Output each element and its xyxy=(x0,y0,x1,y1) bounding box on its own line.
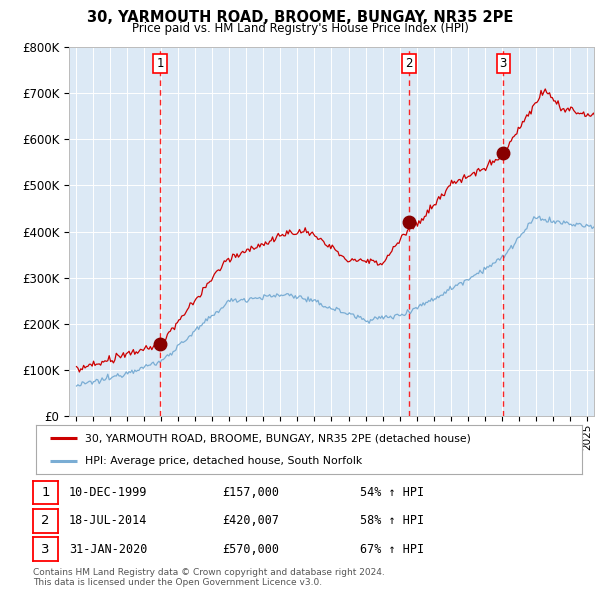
Text: 1: 1 xyxy=(41,486,50,499)
Text: £420,007: £420,007 xyxy=(222,514,279,527)
Text: 30, YARMOUTH ROAD, BROOME, BUNGAY, NR35 2PE: 30, YARMOUTH ROAD, BROOME, BUNGAY, NR35 … xyxy=(87,10,513,25)
Text: 2: 2 xyxy=(41,514,50,527)
Text: 10-DEC-1999: 10-DEC-1999 xyxy=(69,486,148,499)
Text: £570,000: £570,000 xyxy=(222,543,279,556)
Text: Price paid vs. HM Land Registry's House Price Index (HPI): Price paid vs. HM Land Registry's House … xyxy=(131,22,469,35)
Text: 58% ↑ HPI: 58% ↑ HPI xyxy=(360,514,424,527)
Text: 54% ↑ HPI: 54% ↑ HPI xyxy=(360,486,424,499)
Text: 3: 3 xyxy=(41,543,50,556)
Text: 3: 3 xyxy=(500,57,507,70)
Text: 31-JAN-2020: 31-JAN-2020 xyxy=(69,543,148,556)
Text: 30, YARMOUTH ROAD, BROOME, BUNGAY, NR35 2PE (detached house): 30, YARMOUTH ROAD, BROOME, BUNGAY, NR35 … xyxy=(85,434,471,444)
Text: 1: 1 xyxy=(156,57,164,70)
Text: Contains HM Land Registry data © Crown copyright and database right 2024.
This d: Contains HM Land Registry data © Crown c… xyxy=(33,568,385,587)
Text: 2: 2 xyxy=(405,57,413,70)
Text: 67% ↑ HPI: 67% ↑ HPI xyxy=(360,543,424,556)
Text: £157,000: £157,000 xyxy=(222,486,279,499)
Text: HPI: Average price, detached house, South Norfolk: HPI: Average price, detached house, Sout… xyxy=(85,455,362,466)
Text: 18-JUL-2014: 18-JUL-2014 xyxy=(69,514,148,527)
